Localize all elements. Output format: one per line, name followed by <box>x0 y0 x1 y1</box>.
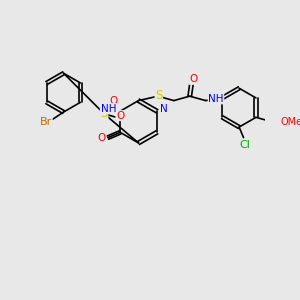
Text: O: O <box>98 133 106 142</box>
Text: NH: NH <box>101 103 117 113</box>
Text: O: O <box>116 111 124 121</box>
Text: N: N <box>160 104 167 114</box>
Text: O: O <box>110 96 118 106</box>
Text: Br: Br <box>40 117 52 127</box>
Text: OMe: OMe <box>281 117 300 127</box>
Text: S: S <box>155 89 163 102</box>
Text: O: O <box>189 74 197 84</box>
Text: S: S <box>100 107 108 120</box>
Text: NH: NH <box>208 94 224 104</box>
Text: Cl: Cl <box>239 140 250 150</box>
